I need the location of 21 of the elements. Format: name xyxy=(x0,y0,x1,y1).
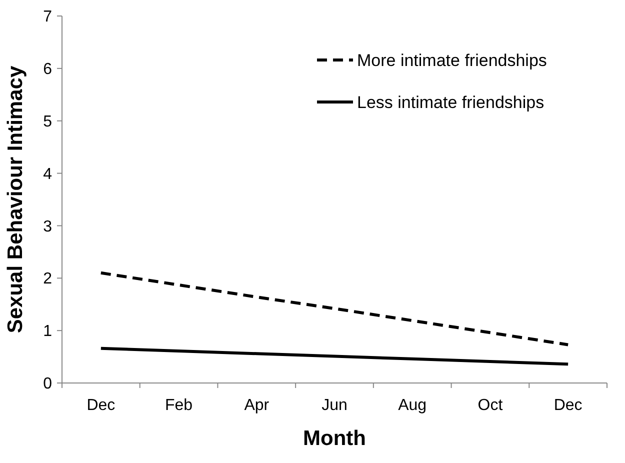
x-tick-label: Dec xyxy=(554,397,582,414)
x-tick-label: Apr xyxy=(244,397,270,414)
line-series xyxy=(99,271,570,346)
y-tick-label: 3 xyxy=(43,218,52,236)
x-tick-label: Aug xyxy=(398,397,427,414)
y-tick-label: 7 xyxy=(43,8,52,26)
y-tick-label: 6 xyxy=(43,61,52,78)
y-tick-label: 5 xyxy=(43,113,52,130)
y-tick-label: 4 xyxy=(43,166,52,183)
y-tick-label: 2 xyxy=(43,270,52,288)
line-series xyxy=(99,346,570,366)
legend-label: Less intimate friendships xyxy=(357,92,544,112)
y-tick-label: 1 xyxy=(43,323,52,340)
y-tick-label: 0 xyxy=(43,376,52,393)
x-tick-label: Feb xyxy=(164,397,193,414)
x-tick-label: Oct xyxy=(478,397,504,414)
x-axis-title: Month xyxy=(303,427,366,450)
x-tick-label: Dec xyxy=(86,397,116,414)
y-axis-title: Sexual Behaviour Intimacy xyxy=(4,66,27,334)
legend-label: More intimate friendships xyxy=(357,50,547,70)
x-tick-label: Jun xyxy=(322,397,348,414)
